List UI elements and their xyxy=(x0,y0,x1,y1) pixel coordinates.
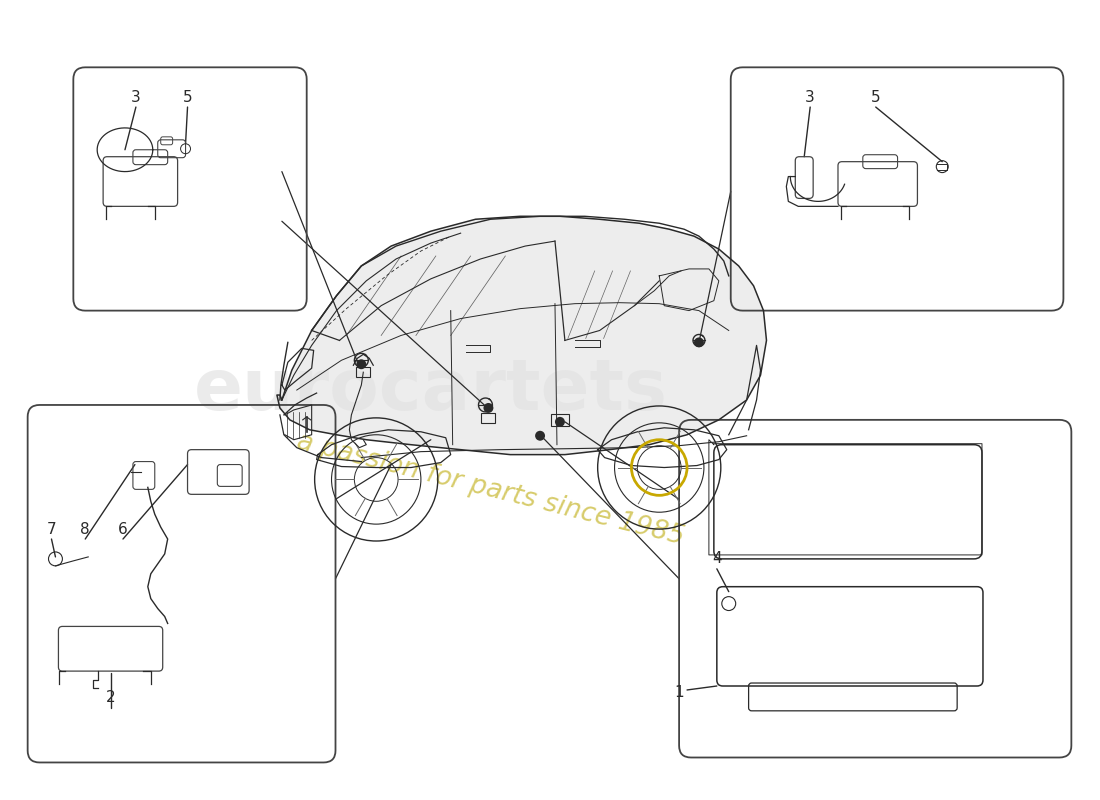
Text: eurocartets: eurocartets xyxy=(194,355,668,425)
Circle shape xyxy=(356,359,366,370)
Circle shape xyxy=(535,430,544,441)
Text: 5: 5 xyxy=(871,90,880,105)
Text: 6: 6 xyxy=(118,522,128,537)
Text: 7: 7 xyxy=(46,522,56,537)
Circle shape xyxy=(484,403,494,413)
Text: 8: 8 xyxy=(80,522,90,537)
Bar xyxy=(551,414,569,426)
Text: a passion for parts since 1985: a passion for parts since 1985 xyxy=(294,429,686,550)
Text: 3: 3 xyxy=(805,90,815,105)
Circle shape xyxy=(694,338,704,347)
Bar xyxy=(482,413,495,423)
Polygon shape xyxy=(277,216,767,454)
Bar xyxy=(356,367,371,377)
Text: 5: 5 xyxy=(183,90,192,105)
Text: 3: 3 xyxy=(131,90,141,105)
Circle shape xyxy=(556,417,565,427)
Text: 2: 2 xyxy=(107,690,116,706)
Text: 4: 4 xyxy=(712,551,722,566)
Text: 1: 1 xyxy=(674,686,684,701)
